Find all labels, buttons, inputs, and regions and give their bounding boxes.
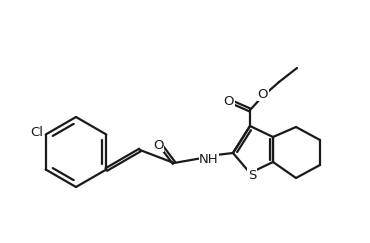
Text: O: O xyxy=(258,87,268,101)
Text: O: O xyxy=(153,139,163,151)
Text: NH: NH xyxy=(199,153,219,165)
Text: Cl: Cl xyxy=(30,126,43,139)
Text: S: S xyxy=(248,168,256,182)
Text: O: O xyxy=(224,95,234,107)
